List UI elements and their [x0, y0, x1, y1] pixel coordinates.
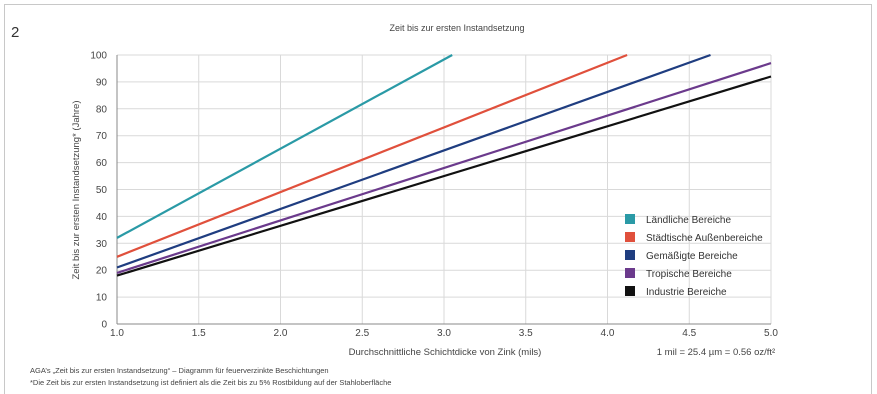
- footnotes: AGA’s „Zeit bis zur ersten Instandsetzun…: [30, 365, 391, 389]
- axes: [116, 55, 771, 325]
- x-tick-label: 1.5: [192, 328, 206, 339]
- y-tick-label: 70: [96, 131, 108, 142]
- series-line-5: [116, 75, 772, 277]
- footnote-source: AGA’s „Zeit bis zur ersten Instandsetzun…: [30, 366, 329, 375]
- unit-note: 1 mil = 25.4 µm = 0.56 oz/ft²: [657, 347, 775, 358]
- legend-swatch: [625, 232, 635, 242]
- legend-label: Ländliche Bereiche: [646, 215, 731, 226]
- series-lines: [116, 53, 772, 277]
- x-tick-label: 3.0: [437, 328, 451, 339]
- legend-label: Gemäßigte Bereiche: [646, 251, 738, 262]
- y-tick-label: 90: [96, 77, 108, 88]
- figure-number: 2: [11, 24, 20, 41]
- y-tick-label: 10: [96, 293, 108, 304]
- y-tick-label: 50: [96, 185, 108, 196]
- y-tick-label: 80: [96, 104, 108, 115]
- series-line-1: [116, 54, 453, 239]
- y-axis-label: Zeit bis zur ersten Instandsetzung* (Jah…: [71, 100, 82, 279]
- chart-title: Zeit bis zur ersten Instandsetzung: [389, 23, 524, 33]
- figure-frame: [4, 4, 872, 394]
- series-line-3: [116, 53, 711, 269]
- x-tick-label: 2.5: [355, 328, 369, 339]
- y-tick-label: 40: [96, 212, 108, 223]
- x-tick-label: 3.5: [519, 328, 533, 339]
- x-tick-label: 2.0: [274, 328, 288, 339]
- legend-label: Tropische Bereiche: [646, 269, 732, 280]
- footnote-definition: *Die Zeit bis zur ersten Instandsetzung …: [30, 378, 392, 387]
- y-tick-labels: 0 10 20 30 40 50 60 70 80 90 100: [90, 51, 107, 331]
- x-tick-label: 4.5: [682, 328, 696, 339]
- y-tick-label: 20: [96, 266, 108, 277]
- x-tick-labels: 1.0 1.5 2.0 2.5 3.0 3.5 4.0 4.5 5.0: [110, 328, 778, 339]
- y-tick-label: 100: [90, 51, 107, 62]
- x-tick-label: 4.0: [601, 328, 615, 339]
- legend-swatch: [625, 214, 635, 224]
- legend: Ländliche Bereiche Städtische Außenbereic…: [625, 214, 763, 298]
- grid: [117, 54, 772, 324]
- x-axis-label: Durchschnittliche Schichtdicke von Zink …: [349, 347, 542, 358]
- legend-label: Städtische Außenbereiche: [646, 233, 763, 244]
- y-tick-label: 30: [96, 239, 108, 250]
- x-tick-label: 5.0: [764, 328, 778, 339]
- legend-swatch: [625, 268, 635, 278]
- y-tick-label: 0: [101, 320, 107, 331]
- series-line-4: [116, 62, 772, 274]
- legend-swatch: [625, 286, 635, 296]
- series-line-2: [116, 53, 628, 258]
- y-tick-label: 60: [96, 158, 108, 169]
- legend-swatch: [625, 250, 635, 260]
- x-tick-label: 1.0: [110, 328, 124, 339]
- legend-label: Industrie Bereiche: [646, 287, 727, 298]
